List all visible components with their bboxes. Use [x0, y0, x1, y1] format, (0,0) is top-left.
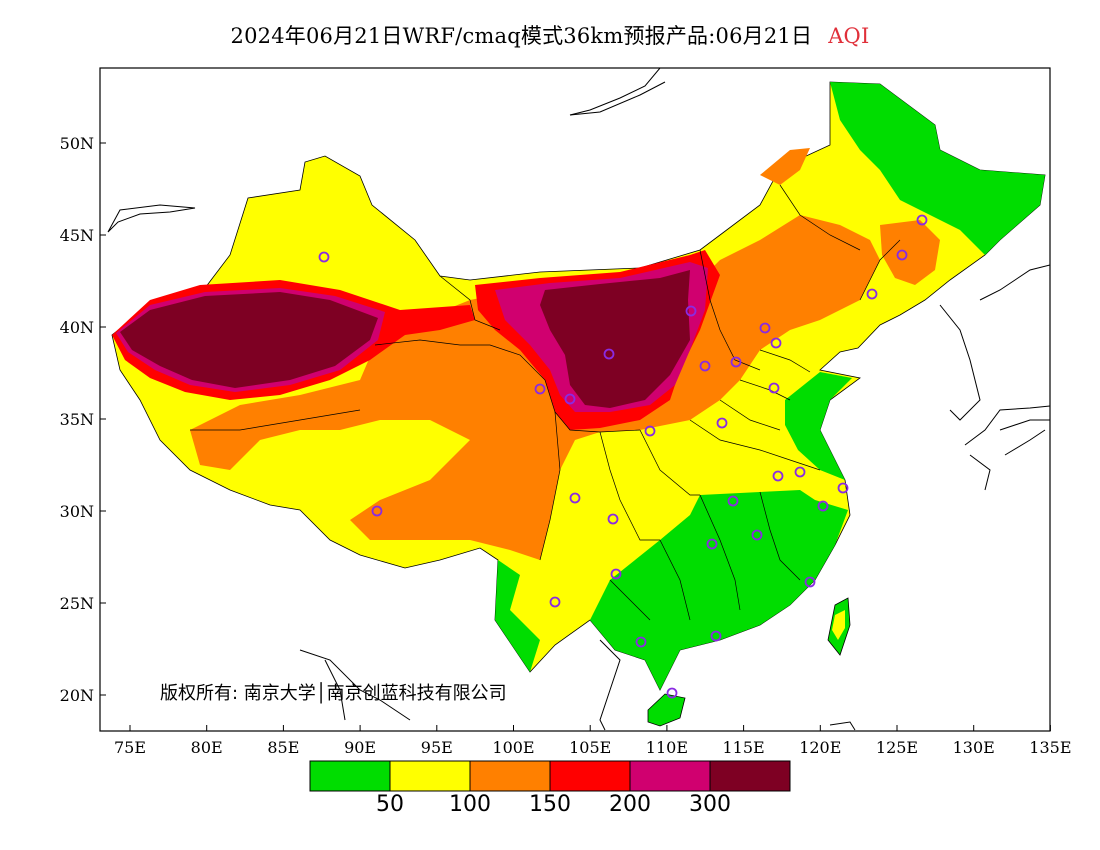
map-title: 2024年06月21日WRF/cmaq模式36km预报产品:06月21日 AQI [0, 20, 1100, 50]
station-markers [318, 214, 928, 699]
legend-swatch [389, 760, 471, 792]
map-title-main: 2024年06月21日WRF/cmaq模式36km预报产品:06月21日 [230, 24, 813, 48]
x-tick-label: 120E [799, 738, 841, 757]
station-marker [817, 500, 829, 512]
hazardous-aqi-west [120, 292, 378, 388]
station-marker [751, 529, 763, 541]
x-tick-label: 110E [646, 738, 688, 757]
legend-label: 300 [689, 792, 731, 817]
x-tick-label: 135E [1029, 738, 1071, 757]
legend-swatch [469, 760, 551, 792]
station-marker [610, 568, 622, 580]
y-tick-label: 25N [60, 594, 94, 613]
x-axis-ticks: 75E 80E 85E 90E 95E 100E 105E 110E 115E 120E 125E 1… [114, 725, 1072, 757]
station-marker [644, 425, 656, 437]
y-tick-label: 35N [60, 410, 94, 429]
y-tick-label: 45N [60, 226, 94, 245]
aqi-legend-colorbar [309, 760, 791, 792]
taiwan-yellow [832, 610, 845, 640]
legend-swatch [709, 760, 791, 792]
x-tick-label: 130E [953, 738, 995, 757]
map-title-field: AQI [828, 24, 870, 48]
good-aqi-southeast [590, 490, 848, 690]
legend-swatch [549, 760, 631, 792]
station-marker [685, 305, 697, 317]
province-boundaries [190, 184, 901, 621]
station-marker [804, 576, 816, 588]
station-marker [727, 495, 739, 507]
x-tick-label: 100E [492, 738, 534, 757]
map-area [107, 68, 1050, 731]
station-marker [716, 417, 728, 429]
usg-aqi-north [760, 148, 810, 185]
station-marker [772, 470, 784, 482]
station-marker [768, 382, 780, 394]
usg-aqi-northeast [880, 220, 940, 285]
good-aqi-southwest [495, 560, 540, 672]
station-marker [603, 348, 615, 360]
x-tick-label: 95E [421, 738, 453, 757]
station-marker [549, 596, 561, 608]
x-tick-label: 115E [722, 738, 764, 757]
y-tick-label: 20N [60, 686, 94, 705]
legend-label: 50 [376, 792, 404, 817]
station-marker [635, 636, 647, 648]
station-marker [710, 630, 722, 642]
copyright-notice: 版权所有: 南京大学│南京创蓝科技有限公司 [160, 683, 507, 704]
x-tick-label: 85E [267, 738, 299, 757]
station-marker [318, 251, 330, 263]
legend-swatch [629, 760, 711, 792]
x-tick-label: 75E [114, 738, 146, 757]
station-marker [607, 513, 619, 525]
x-tick-label: 125E [876, 738, 918, 757]
station-marker [866, 288, 878, 300]
good-aqi-eastcoast [785, 372, 852, 480]
station-marker [759, 322, 771, 334]
legend-label: 200 [609, 792, 651, 817]
station-marker [896, 249, 908, 261]
legend-swatch [309, 760, 391, 792]
station-marker [837, 482, 849, 494]
station-marker [569, 492, 581, 504]
station-marker [534, 383, 546, 395]
station-marker [730, 356, 742, 368]
good-aqi-northeast [830, 82, 1045, 255]
y-axis-ticks: 50N 45N 40N 35N 30N 25N 20N [60, 134, 106, 705]
station-marker [916, 214, 928, 226]
station-marker [371, 505, 383, 517]
hainan-island [647, 693, 686, 727]
station-marker [699, 360, 711, 372]
aqi-legend-labels: 50 100 150 200 300 [0, 792, 1100, 820]
y-tick-label: 50N [60, 134, 94, 153]
station-marker [770, 337, 782, 349]
x-tick-label: 105E [569, 738, 611, 757]
legend-label: 150 [529, 792, 571, 817]
legend-label: 100 [449, 792, 491, 817]
hazardous-aqi-central [540, 270, 690, 408]
map-frame [99, 67, 1051, 732]
neighbor-coastlines [107, 68, 1050, 731]
station-marker [666, 687, 678, 699]
station-marker [794, 466, 806, 478]
y-tick-label: 30N [60, 502, 94, 521]
y-tick-label: 40N [60, 318, 94, 337]
x-tick-label: 80E [191, 738, 223, 757]
x-tick-label: 90E [344, 738, 376, 757]
station-marker [564, 393, 576, 405]
station-marker [706, 538, 718, 550]
